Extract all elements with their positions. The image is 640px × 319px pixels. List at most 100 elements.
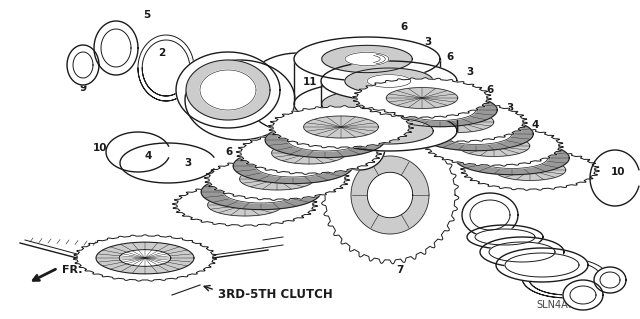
- Polygon shape: [73, 52, 93, 78]
- Polygon shape: [345, 52, 389, 66]
- Polygon shape: [294, 82, 440, 126]
- Text: 9: 9: [79, 83, 86, 93]
- Polygon shape: [255, 155, 330, 177]
- Polygon shape: [294, 37, 440, 81]
- Text: 3RD-5TH CLUTCH: 3RD-5TH CLUTCH: [218, 288, 333, 301]
- Polygon shape: [600, 272, 620, 288]
- Polygon shape: [440, 123, 512, 145]
- Text: SLN4A0420: SLN4A0420: [537, 300, 593, 310]
- Polygon shape: [467, 225, 543, 249]
- Polygon shape: [494, 160, 566, 181]
- Polygon shape: [321, 126, 459, 264]
- Text: 6: 6: [225, 147, 232, 157]
- Text: 3: 3: [424, 37, 431, 47]
- Text: 6: 6: [401, 22, 408, 32]
- Text: 8: 8: [515, 243, 522, 253]
- Polygon shape: [335, 126, 385, 170]
- Text: 6: 6: [254, 170, 262, 180]
- Text: 5: 5: [574, 287, 582, 297]
- Text: 12: 12: [476, 205, 490, 215]
- Polygon shape: [353, 78, 492, 118]
- Text: 1: 1: [228, 78, 236, 88]
- Text: 6: 6: [276, 193, 284, 203]
- Polygon shape: [570, 286, 596, 304]
- Text: 2: 2: [554, 273, 562, 283]
- Polygon shape: [563, 280, 603, 310]
- Polygon shape: [470, 200, 510, 230]
- Polygon shape: [321, 61, 457, 101]
- Text: 1: 1: [534, 257, 541, 267]
- Polygon shape: [383, 93, 497, 127]
- Text: 11: 11: [303, 77, 317, 87]
- Text: 3: 3: [184, 158, 191, 168]
- Polygon shape: [424, 126, 563, 166]
- Polygon shape: [200, 70, 256, 110]
- Polygon shape: [201, 174, 321, 210]
- Polygon shape: [496, 248, 588, 282]
- Polygon shape: [265, 122, 385, 158]
- Polygon shape: [207, 194, 282, 216]
- Polygon shape: [455, 141, 569, 175]
- Text: 3: 3: [238, 190, 246, 200]
- Polygon shape: [475, 229, 535, 245]
- Polygon shape: [404, 100, 476, 121]
- Polygon shape: [342, 132, 378, 164]
- Polygon shape: [505, 253, 579, 277]
- Text: 6: 6: [486, 85, 493, 95]
- Polygon shape: [67, 45, 99, 85]
- Text: 9: 9: [607, 273, 614, 283]
- Polygon shape: [388, 102, 527, 142]
- Text: 10: 10: [611, 167, 625, 177]
- Polygon shape: [461, 150, 600, 190]
- Text: 12: 12: [358, 138, 372, 148]
- Polygon shape: [74, 235, 217, 281]
- Polygon shape: [287, 129, 362, 151]
- Polygon shape: [101, 29, 131, 67]
- Polygon shape: [94, 21, 138, 75]
- Polygon shape: [594, 267, 626, 293]
- Polygon shape: [172, 184, 317, 226]
- Polygon shape: [345, 68, 433, 94]
- Polygon shape: [458, 136, 530, 156]
- Polygon shape: [176, 52, 280, 128]
- Polygon shape: [271, 142, 346, 164]
- Text: 8: 8: [244, 100, 252, 110]
- Polygon shape: [367, 75, 411, 87]
- Polygon shape: [321, 111, 457, 151]
- Polygon shape: [96, 242, 194, 274]
- Polygon shape: [367, 172, 413, 218]
- Polygon shape: [186, 60, 270, 120]
- Text: 3: 3: [261, 213, 269, 223]
- Text: 6: 6: [446, 52, 454, 62]
- Polygon shape: [233, 148, 353, 184]
- Text: 4: 4: [531, 120, 539, 130]
- Polygon shape: [185, 60, 295, 140]
- Polygon shape: [462, 193, 518, 237]
- Polygon shape: [351, 156, 429, 234]
- Polygon shape: [204, 158, 349, 200]
- Polygon shape: [268, 106, 413, 148]
- Polygon shape: [322, 90, 412, 118]
- Polygon shape: [322, 45, 412, 73]
- Polygon shape: [236, 132, 381, 174]
- Text: 3: 3: [216, 170, 223, 180]
- Text: 4: 4: [144, 151, 152, 161]
- Text: 2: 2: [158, 48, 166, 58]
- Polygon shape: [223, 181, 298, 203]
- Polygon shape: [480, 237, 564, 267]
- Polygon shape: [239, 168, 314, 190]
- Polygon shape: [489, 242, 555, 262]
- Text: FR.: FR.: [62, 265, 83, 275]
- Text: 3: 3: [506, 103, 514, 113]
- Polygon shape: [387, 87, 458, 108]
- Polygon shape: [476, 148, 548, 168]
- Polygon shape: [119, 250, 171, 266]
- Polygon shape: [422, 112, 493, 132]
- Text: 11: 11: [493, 227, 508, 237]
- Text: 5: 5: [143, 10, 150, 20]
- Polygon shape: [303, 116, 378, 138]
- Text: 3: 3: [467, 67, 474, 77]
- Polygon shape: [419, 117, 533, 151]
- Text: 10: 10: [93, 143, 108, 153]
- Text: 7: 7: [396, 265, 404, 275]
